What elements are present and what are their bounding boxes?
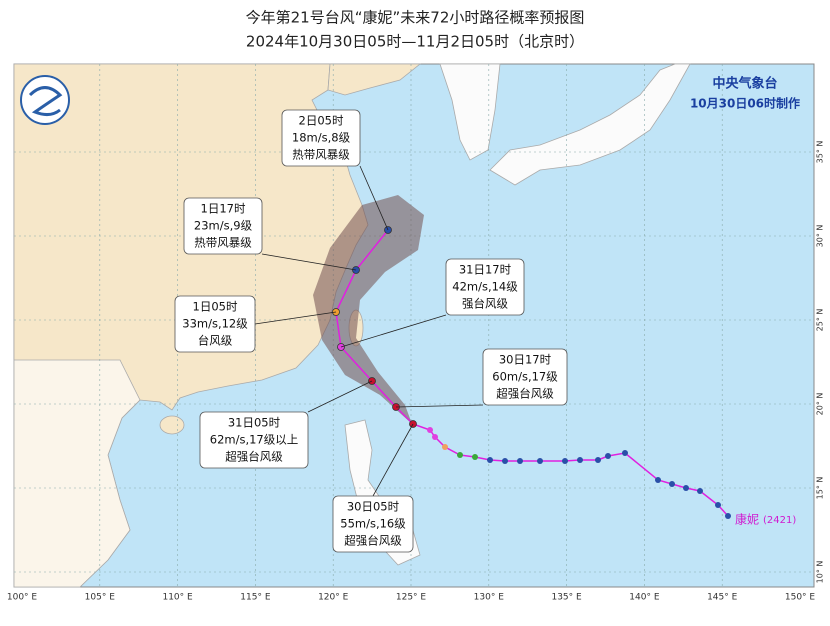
longitude-label: 140° E	[629, 593, 660, 603]
callout-grade: 超强台风级	[344, 534, 402, 548]
longitude-label: 100° E	[7, 593, 38, 603]
callout-grade: 强台风级	[462, 297, 508, 311]
latitude-label: 10° N	[816, 561, 825, 584]
issued-time: 10月30日06时制作	[690, 96, 800, 111]
callout-box	[183, 197, 263, 255]
subtitle: 2024年10月30日05时—11月2日05时（北京时）	[246, 33, 584, 51]
callout-grade: 热带风暴级	[194, 236, 252, 250]
callout-leader	[261, 253, 357, 271]
callout-leader	[372, 423, 414, 497]
longitude-label: 115° E	[240, 593, 271, 603]
longitude-label: 135° E	[551, 593, 582, 603]
latitude-label: 25° N	[816, 309, 825, 332]
latitude-label: 15° N	[816, 477, 825, 500]
callout-time: 2日05时	[299, 114, 344, 128]
callout-wind: 62m/s,17级以上	[210, 433, 299, 447]
callout-leader	[254, 311, 337, 325]
longitude-label: 150° E	[785, 593, 816, 603]
longitude-label: 145° E	[707, 593, 738, 603]
logo	[20, 75, 70, 125]
callout-grade: 超强台风级	[496, 387, 554, 401]
callout-box	[445, 258, 525, 316]
callout-grade: 热带风暴级	[292, 148, 350, 162]
shandong	[327, 63, 422, 96]
typhoon-code: (2421)	[763, 515, 796, 526]
callout-wind: 42m/s,14级	[452, 280, 518, 294]
callout-wind: 55m/s,16级	[340, 517, 406, 531]
agency-name: 中央气象台	[712, 76, 777, 92]
longitude-label: 105° E	[85, 593, 116, 603]
callout-time: 31日05时	[228, 416, 281, 430]
callout-leader	[307, 380, 373, 413]
longitude-label: 120° E	[318, 593, 349, 603]
callout-leader	[395, 404, 484, 408]
latitude-label: 35° N	[816, 141, 825, 164]
callout-grade: 超强台风级	[225, 450, 283, 464]
callout-time: 31日17时	[459, 263, 512, 277]
callout-box	[174, 295, 256, 353]
callout-wind: 23m/s,9级	[194, 219, 253, 233]
callout-box	[199, 411, 309, 469]
callout-box	[281, 109, 361, 167]
axis-labels: 100° E 105° E 110° E 115° E 120° E 125° E 130°…	[7, 141, 825, 603]
observed-points	[427, 427, 731, 519]
japan	[489, 63, 691, 186]
longitude-label: 130° E	[474, 593, 505, 603]
latitude-label: 20° N	[816, 393, 825, 416]
callout-wind: 18m/s,8级	[292, 131, 351, 145]
callout-wind: 33m/s,12级	[182, 317, 248, 331]
callout-box	[332, 495, 414, 553]
callout-wind: 60m/s,17级	[492, 370, 558, 384]
callout-box	[482, 348, 568, 406]
callout-time: 1日17时	[201, 202, 246, 216]
callouts: 2日05时18m/s,8级热带风暴级1日17时23m/s,9级热带风暴级1日05…	[174, 109, 568, 553]
longitude-label: 125° E	[396, 593, 427, 603]
latitude-label: 30° N	[816, 225, 825, 248]
callout-time: 30日05时	[347, 500, 400, 514]
callout-grade: 台风级	[198, 334, 233, 348]
longitude-label: 110° E	[162, 593, 193, 603]
callout-time: 30日17时	[499, 353, 552, 367]
hainan	[159, 415, 185, 435]
callout-leader	[359, 165, 389, 231]
callout-time: 1日05时	[193, 300, 238, 314]
title: 今年第21号台风“康妮”未来72小时路径概率预报图	[246, 9, 585, 27]
map-frame	[13, 63, 815, 588]
indochina	[13, 359, 141, 588]
probability-cone	[313, 195, 424, 424]
callout-leader	[340, 314, 447, 348]
korea	[439, 63, 501, 161]
typhoon-name: 康妮	[735, 512, 759, 527]
